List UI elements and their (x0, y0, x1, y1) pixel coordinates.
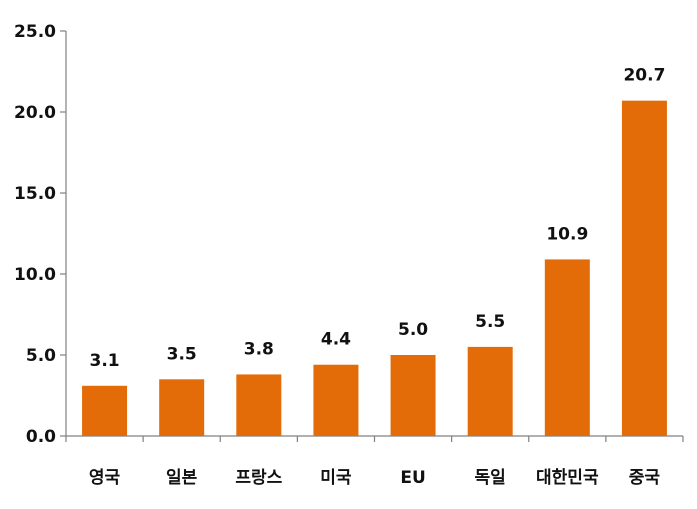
y-tick-label: 15.0 (14, 184, 56, 204)
category-label: 프랑스 (235, 468, 282, 488)
bar-value-label: 4.4 (321, 330, 351, 350)
bar (467, 346, 513, 436)
category-label: 일본 (166, 468, 198, 488)
bar-value-label: 3.1 (90, 351, 120, 371)
bar (390, 355, 436, 436)
y-tick-label: 5.0 (26, 346, 56, 366)
y-tick-label: 25.0 (14, 22, 56, 42)
bar-value-label: 3.5 (167, 344, 197, 364)
bar (313, 364, 359, 436)
bar (82, 385, 128, 436)
bar-value-label: 5.5 (475, 312, 505, 332)
category-label: 영국 (89, 468, 121, 488)
bar (621, 100, 667, 436)
bar (159, 379, 205, 436)
bar (236, 374, 282, 436)
y-tick-label: 20.0 (14, 103, 56, 123)
bar-value-label: 3.8 (244, 339, 274, 359)
bar-value-label: 20.7 (623, 66, 665, 86)
category-label: 대한민국 (536, 468, 599, 488)
category-label: EU (400, 468, 425, 488)
category-label: 미국 (320, 468, 352, 488)
y-tick-label: 0.0 (26, 427, 56, 447)
category-label: 중국 (629, 468, 661, 488)
y-tick-label: 10.0 (14, 265, 56, 285)
bar (544, 259, 590, 436)
category-label: 독일 (475, 468, 506, 488)
bar-value-label: 10.9 (546, 224, 588, 244)
bar-value-label: 5.0 (398, 320, 428, 340)
